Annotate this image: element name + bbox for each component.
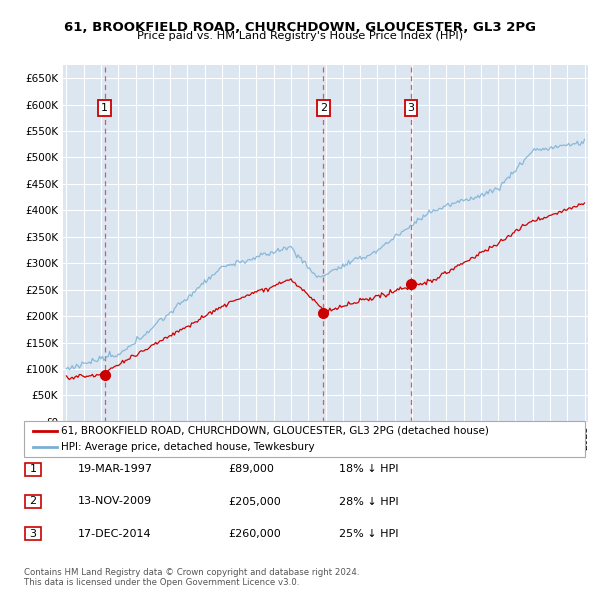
Text: 61, BROOKFIELD ROAD, CHURCHDOWN, GLOUCESTER, GL3 2PG: 61, BROOKFIELD ROAD, CHURCHDOWN, GLOUCES… [64,21,536,34]
Text: Price paid vs. HM Land Registry's House Price Index (HPI): Price paid vs. HM Land Registry's House … [137,31,463,41]
Text: 2: 2 [29,497,37,506]
Text: £205,000: £205,000 [228,497,281,506]
Text: HPI: Average price, detached house, Tewkesbury: HPI: Average price, detached house, Tewk… [61,442,315,452]
Text: 25% ↓ HPI: 25% ↓ HPI [339,529,398,539]
Text: 1: 1 [29,464,37,474]
Text: 18% ↓ HPI: 18% ↓ HPI [339,464,398,474]
Text: 3: 3 [407,103,415,113]
Text: 61, BROOKFIELD ROAD, CHURCHDOWN, GLOUCESTER, GL3 2PG (detached house): 61, BROOKFIELD ROAD, CHURCHDOWN, GLOUCES… [61,426,489,436]
Text: 28% ↓ HPI: 28% ↓ HPI [339,497,398,506]
Text: 13-NOV-2009: 13-NOV-2009 [78,497,152,506]
Text: 2: 2 [320,103,327,113]
Text: £89,000: £89,000 [228,464,274,474]
Text: 19-MAR-1997: 19-MAR-1997 [78,464,153,474]
Text: 3: 3 [29,529,37,539]
Text: 1: 1 [101,103,108,113]
Text: 17-DEC-2014: 17-DEC-2014 [78,529,152,539]
Text: £260,000: £260,000 [228,529,281,539]
Text: Contains HM Land Registry data © Crown copyright and database right 2024.
This d: Contains HM Land Registry data © Crown c… [24,568,359,587]
